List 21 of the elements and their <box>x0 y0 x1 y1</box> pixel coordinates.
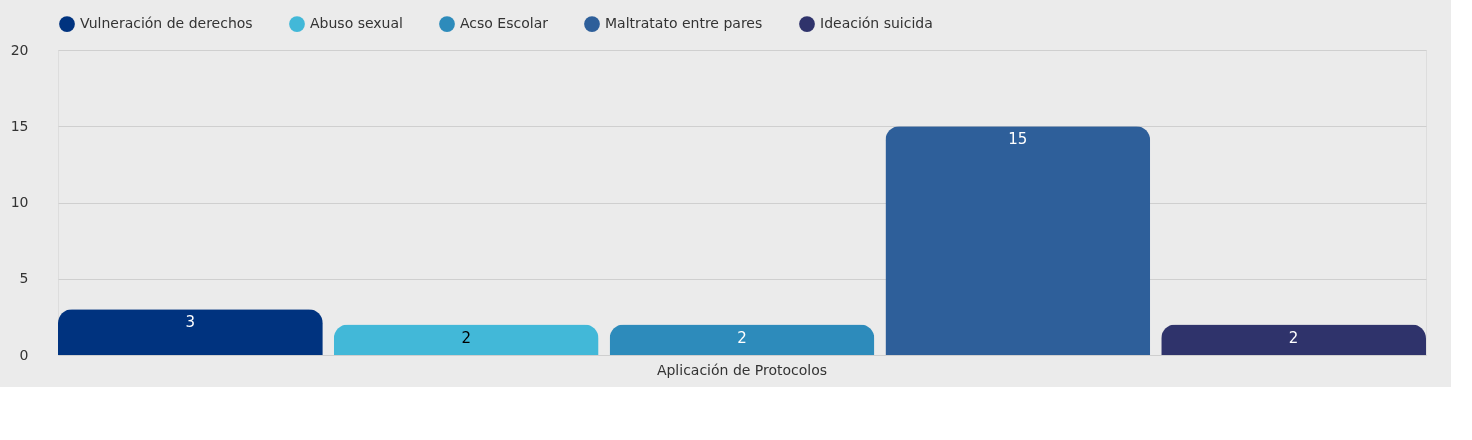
data-label: 3 <box>185 313 196 332</box>
data-label: 2 <box>461 328 471 347</box>
legend-label: Abuso sexual <box>310 15 403 32</box>
legend-label: Maltratato entre pares <box>605 15 763 32</box>
x-tick-label: Aplicación de Protocolos <box>656 361 828 378</box>
bar <box>1161 324 1426 355</box>
data-label: 2 <box>1288 328 1299 347</box>
y-tick-label: 15 <box>10 117 29 134</box>
y-tick-label: 0 <box>19 346 29 363</box>
legend-label: Acso Escolar <box>460 15 549 32</box>
bar <box>885 126 1151 355</box>
legend-label: Ideación suicida <box>820 15 933 32</box>
bar <box>58 309 323 355</box>
data-label: 15 <box>1008 130 1028 149</box>
y-tick-label: 20 <box>10 41 29 58</box>
y-tick-label: 5 <box>19 270 29 287</box>
bar <box>609 324 875 355</box>
data-label: 2 <box>737 328 747 347</box>
y-tick-label: 10 <box>10 194 29 210</box>
bar <box>333 324 599 355</box>
legend-label: Vulneración de derechos <box>80 15 253 32</box>
